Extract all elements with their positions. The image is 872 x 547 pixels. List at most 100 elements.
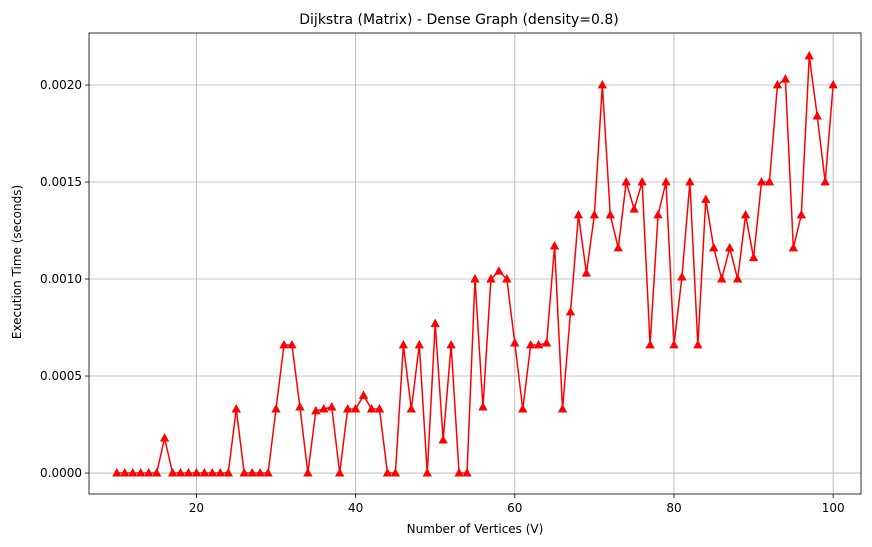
data-point-marker xyxy=(271,403,281,413)
data-point-marker xyxy=(701,194,711,203)
data-point-marker xyxy=(406,403,416,413)
x-tick-label: 100 xyxy=(822,501,845,515)
x-tick-label: 20 xyxy=(189,501,204,515)
data-point-marker xyxy=(207,468,218,477)
data-point-marker xyxy=(653,209,663,219)
data-point-marker xyxy=(128,468,138,477)
data-point-marker xyxy=(414,339,424,349)
data-point-marker xyxy=(613,242,623,252)
data-point-marker xyxy=(382,468,393,477)
data-point-marker xyxy=(677,272,687,281)
data-point-marker xyxy=(685,176,695,186)
data-point-marker xyxy=(183,468,194,477)
data-point-marker xyxy=(732,273,743,283)
data-point-marker xyxy=(350,403,361,413)
data-point-marker xyxy=(772,79,783,89)
data-point-marker xyxy=(796,209,806,219)
data-point-marker xyxy=(446,339,456,349)
data-point-marker xyxy=(311,405,321,415)
chart-title: Dijkstra (Matrix) - Dense Graph (density… xyxy=(299,12,618,28)
data-point-marker xyxy=(199,468,210,477)
data-point-marker xyxy=(804,50,814,60)
data-point-marker xyxy=(788,242,799,252)
data-point-marker xyxy=(526,339,536,349)
data-point-marker xyxy=(390,468,401,477)
x-axis-title: Number of Vertices (V) xyxy=(407,522,544,536)
data-point-marker xyxy=(581,268,592,277)
y-axis-title: Execution Time (seconds) xyxy=(10,185,24,339)
data-point-marker xyxy=(812,111,822,120)
data-point-marker xyxy=(303,468,313,477)
data-point-marker xyxy=(764,176,775,186)
data-point-marker xyxy=(335,468,345,477)
data-point-marker xyxy=(120,468,130,477)
data-point-marker xyxy=(534,339,544,349)
data-point-marker xyxy=(621,176,631,186)
data-point-marker xyxy=(780,74,791,83)
data-point-marker xyxy=(597,79,608,89)
data-point-marker xyxy=(510,338,520,347)
data-point-marker xyxy=(541,338,552,347)
y-tick-label: 0.0015 xyxy=(40,175,82,189)
plot-frame xyxy=(88,32,862,495)
x-tick-label: 40 xyxy=(348,501,363,515)
x-tick-label: 60 xyxy=(507,501,522,515)
data-point-marker xyxy=(478,402,488,411)
data-point-marker xyxy=(645,339,655,349)
data-point-marker xyxy=(136,468,146,477)
data-point-marker xyxy=(820,176,830,186)
data-point-marker xyxy=(191,468,202,477)
data-point-marker xyxy=(661,176,671,186)
data-point-marker xyxy=(295,402,305,411)
data-point-marker xyxy=(573,209,584,219)
data-point-marker xyxy=(669,339,679,349)
data-point-marker xyxy=(151,468,162,477)
data-point-marker xyxy=(247,468,257,477)
data-point-marker xyxy=(374,403,385,413)
data-point-marker xyxy=(358,390,369,399)
data-point-marker xyxy=(366,403,377,413)
data-point-marker xyxy=(263,468,273,477)
data-point-marker xyxy=(167,468,178,477)
data-point-marker xyxy=(486,273,496,283)
data-point-marker xyxy=(327,402,337,411)
data-point-marker xyxy=(422,468,432,477)
y-tick-label: 0.0005 xyxy=(40,369,82,383)
x-axis-ticks: 20 40 60 80 100 xyxy=(189,494,845,515)
data-point-marker xyxy=(398,339,409,349)
x-tick-label: 80 xyxy=(666,501,681,515)
data-point-marker xyxy=(557,403,568,413)
data-point-marker xyxy=(470,273,480,283)
data-point-marker xyxy=(629,204,639,213)
data-point-marker xyxy=(239,468,249,477)
data-point-marker xyxy=(215,468,225,477)
data-point-marker xyxy=(693,339,703,349)
data-point-marker xyxy=(438,435,448,444)
y-axis-ticks: 0.0000 0.0005 0.0010 0.0015 0.0020 xyxy=(40,78,89,480)
data-point-marker xyxy=(144,468,154,477)
data-point-marker xyxy=(605,209,615,219)
data-point-marker xyxy=(549,241,560,250)
y-tick-label: 0.0010 xyxy=(40,272,82,286)
data-point-marker xyxy=(740,209,751,219)
data-point-marker xyxy=(287,339,297,349)
data-point-marker xyxy=(589,209,600,219)
data-point-marker xyxy=(725,242,735,252)
data-point-marker xyxy=(175,468,186,477)
data-point-marker xyxy=(565,306,576,316)
data-point-marker xyxy=(159,433,170,442)
data-point-marker xyxy=(494,266,504,275)
data-point-marker xyxy=(279,339,289,349)
y-tick-label: 0.0020 xyxy=(40,78,82,92)
data-point-marker xyxy=(502,273,512,283)
data-point-marker xyxy=(756,176,767,186)
data-point-marker xyxy=(637,176,647,186)
data-point-marker xyxy=(709,242,719,252)
data-point-marker xyxy=(231,403,241,413)
data-point-marker xyxy=(748,252,759,262)
data-point-marker xyxy=(462,468,472,477)
data-point-marker xyxy=(223,468,233,477)
data-point-marker xyxy=(112,468,122,477)
data-point-marker xyxy=(255,468,265,477)
